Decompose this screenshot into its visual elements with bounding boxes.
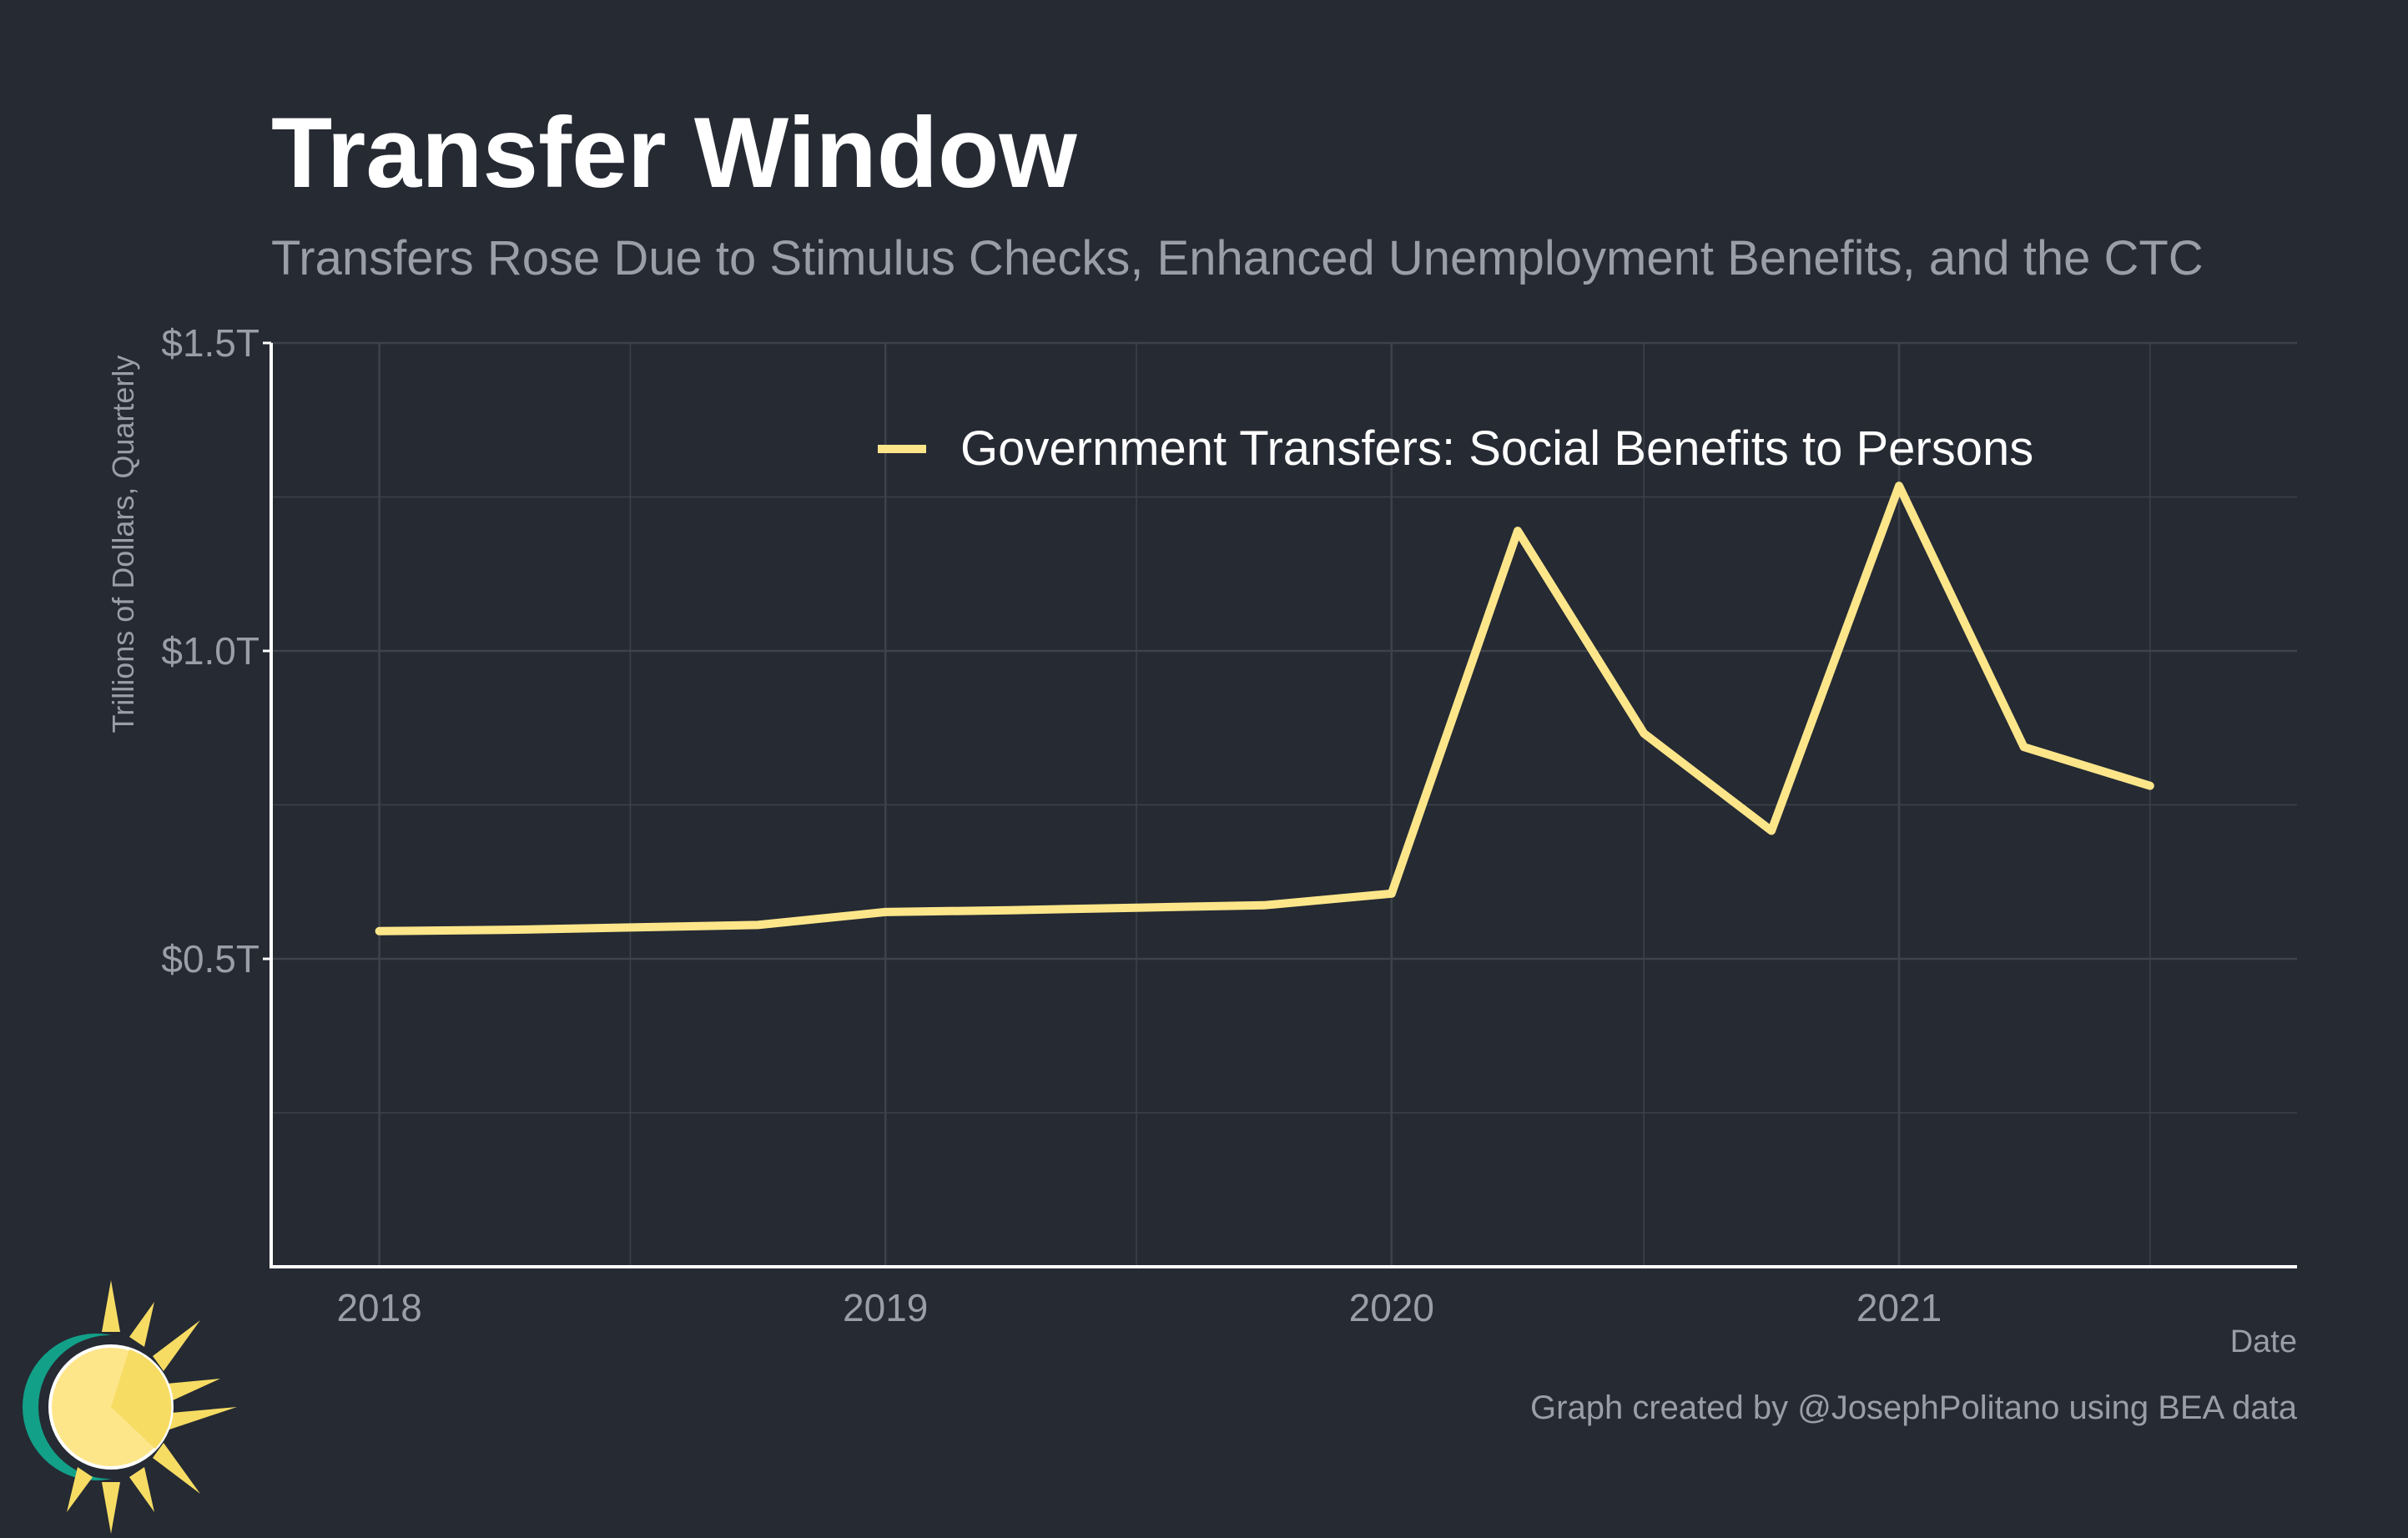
x-tick-label: 2018	[336, 1286, 421, 1329]
x-tick-label: 2021	[1856, 1286, 1942, 1329]
x-tick-labels: 2018 2019 2020 2021	[336, 1286, 1942, 1329]
sun-icon	[23, 1280, 237, 1534]
x-tick-label: 2019	[843, 1286, 928, 1329]
y-tick-labels: $0.5T $1.0T $1.5T	[161, 321, 271, 981]
chart-title: Transfer Window	[271, 97, 1077, 209]
chart-subtitle: Transfers Rose Due to Stimulus Checks, E…	[271, 231, 2204, 285]
x-tick-label: 2020	[1349, 1286, 1434, 1329]
series-layer	[375, 482, 2154, 935]
legend: Government Transfers: Social Benefits to…	[878, 421, 2033, 476]
grid	[271, 341, 2297, 1267]
caption: Graph created by @JosephPolitano using B…	[1530, 1389, 2298, 1426]
series-line	[375, 482, 2154, 935]
y-tick-label: $1.5T	[161, 321, 259, 365]
y-tick-label: $1.0T	[161, 629, 259, 673]
legend-label: Government Transfers: Social Benefits to…	[960, 421, 2033, 476]
x-axis-label: Date	[2230, 1324, 2297, 1359]
y-tick-label: $0.5T	[161, 937, 259, 981]
y-axis-label: Trillions of Dollars, Quarterly	[106, 356, 140, 734]
